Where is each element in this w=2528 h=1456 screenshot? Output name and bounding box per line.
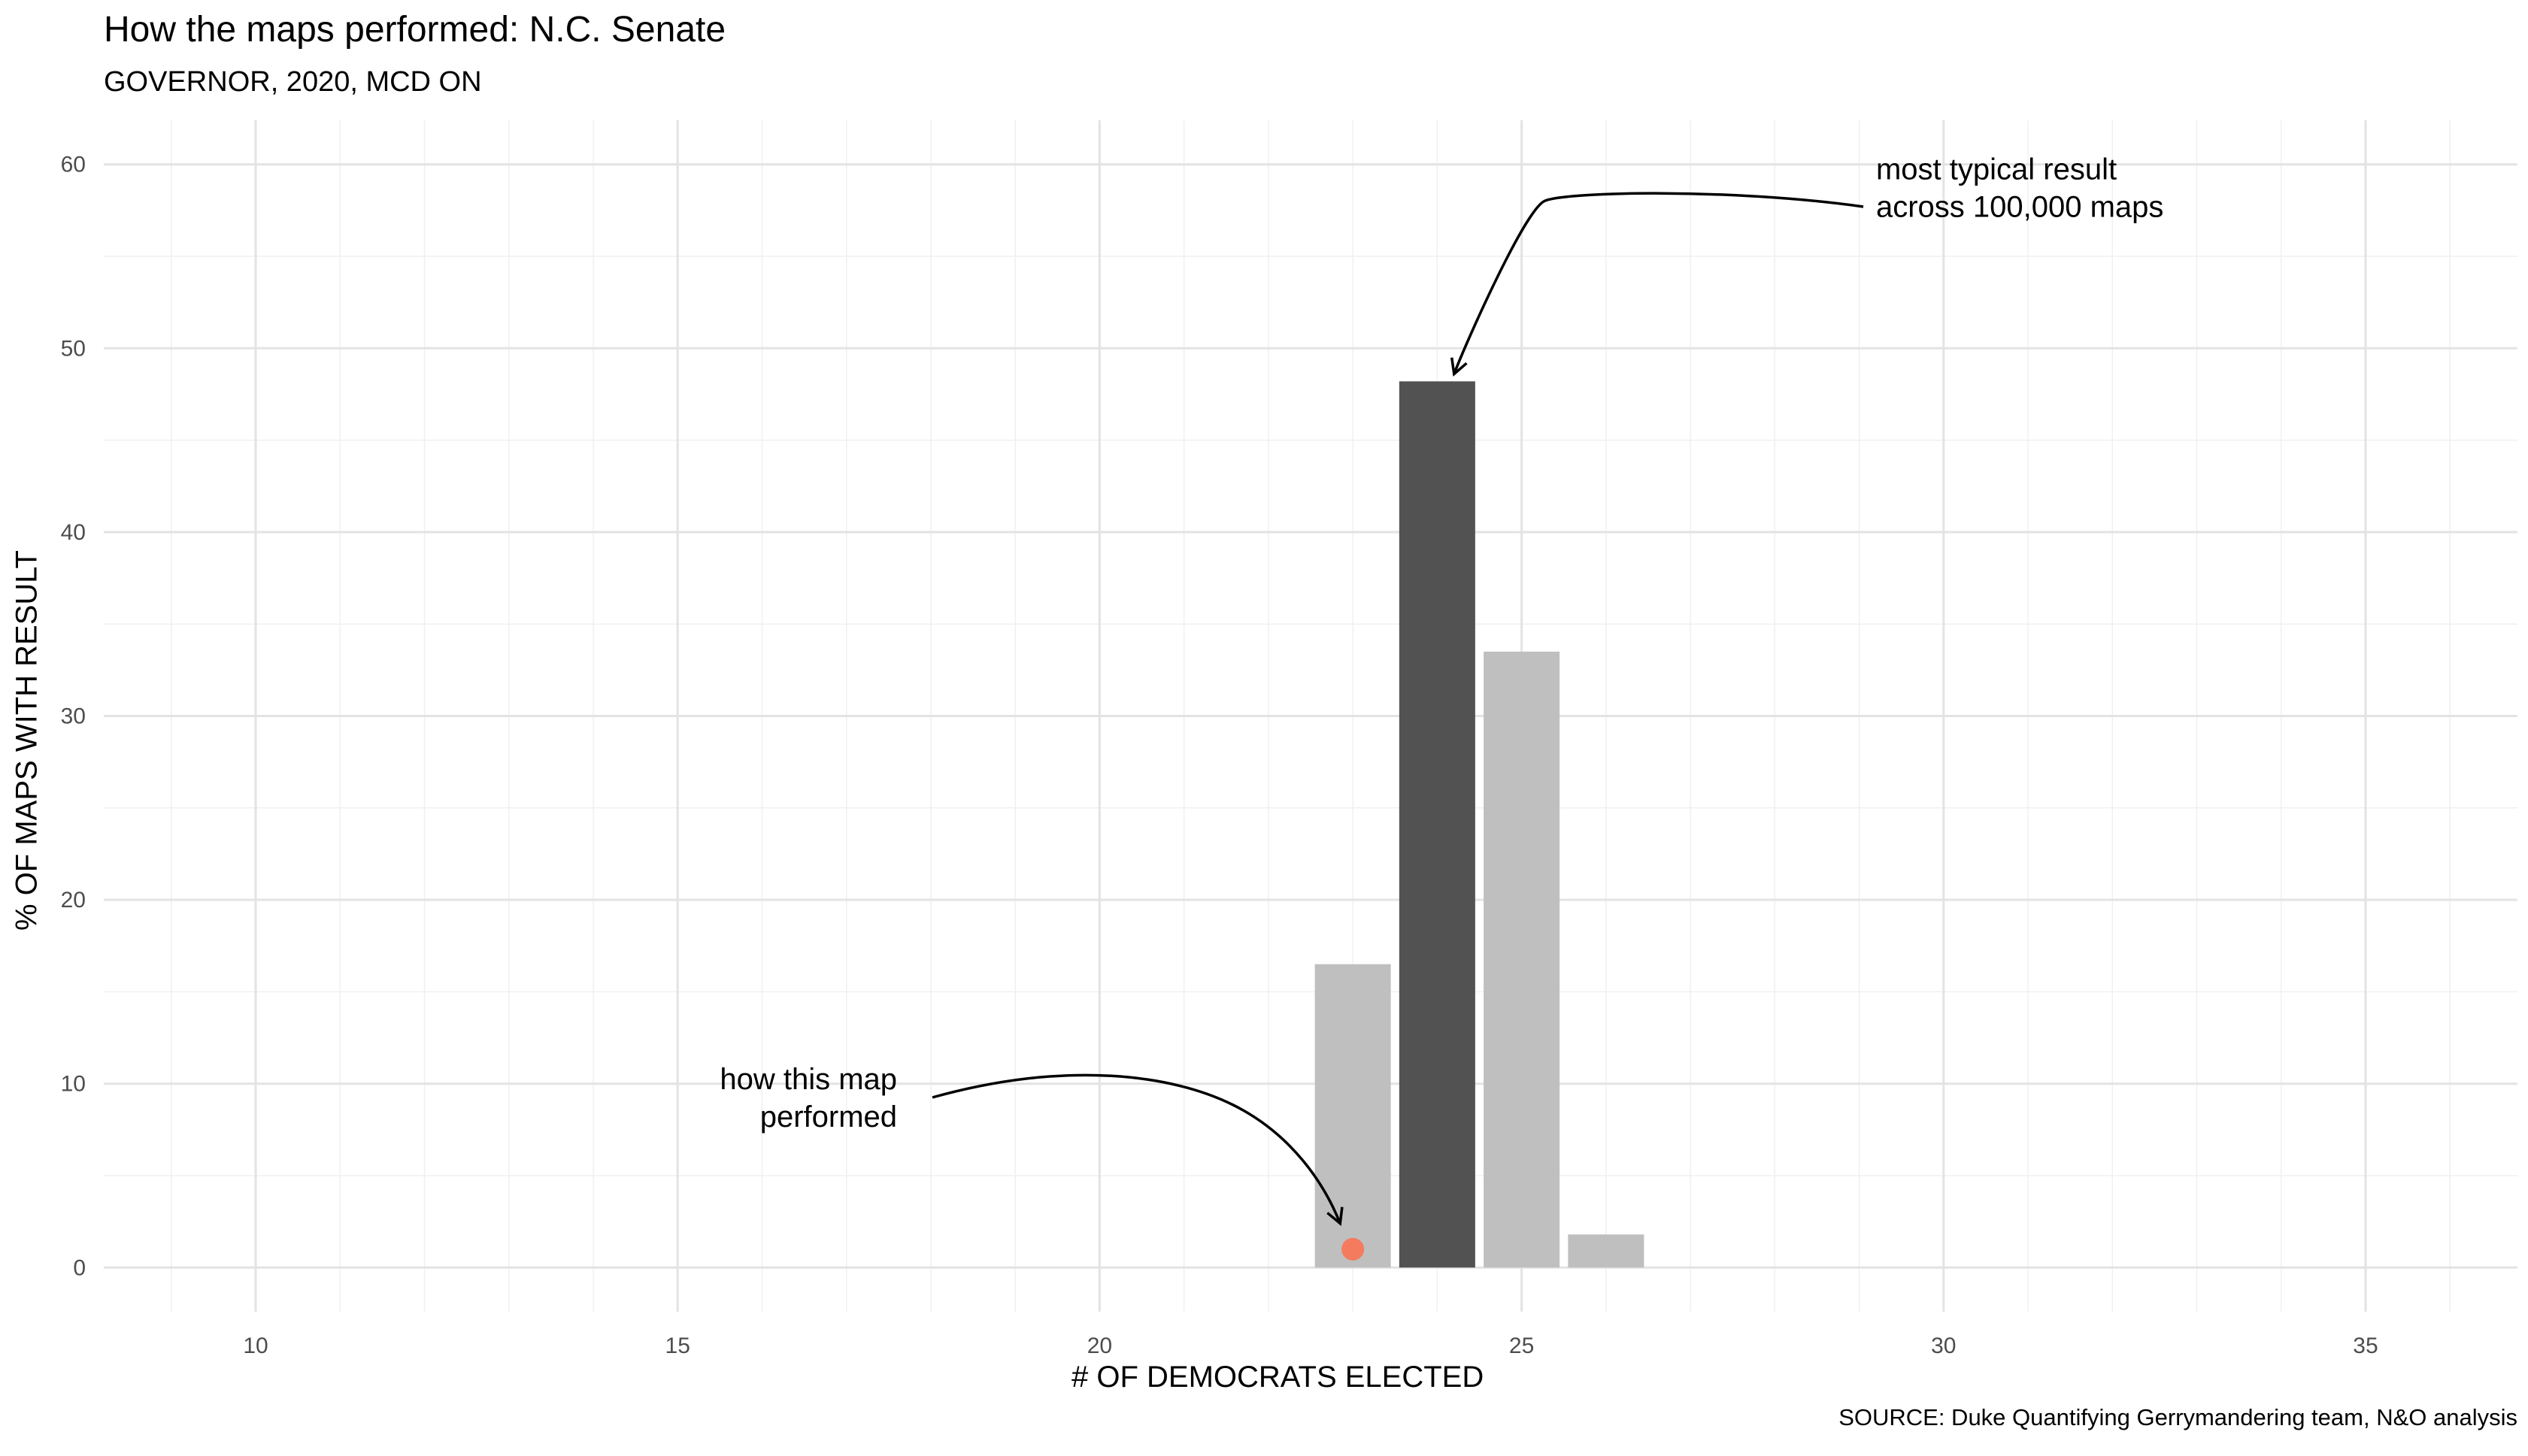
this-map-arrow-head <box>1326 1206 1344 1226</box>
x-tick-label: 35 <box>2353 1333 2378 1358</box>
y-tick-label: 0 <box>73 1255 86 1280</box>
annotation-text: how this map performed <box>720 1063 897 1134</box>
y-tick-label: 40 <box>61 520 86 545</box>
x-tick-label: 15 <box>665 1333 690 1358</box>
typical-result-arrow-head <box>1450 357 1468 377</box>
x-tick-label: 25 <box>1509 1333 1534 1358</box>
x-tick-label: 20 <box>1087 1333 1112 1358</box>
annotation-text: most typical result across 100,000 maps <box>1876 153 2163 223</box>
this-map-point <box>1341 1237 1365 1261</box>
histogram-bar <box>1568 1234 1644 1268</box>
histogram-bar <box>1314 964 1391 1268</box>
x-tick-label: 10 <box>243 1333 268 1358</box>
x-axis-label: # OF DEMOCRATS ELECTED <box>1072 1361 1484 1394</box>
chart-subtitle: GOVERNOR, 2020, MCD ON <box>104 66 482 98</box>
histogram-bar <box>1484 651 1560 1268</box>
histogram-bar <box>1399 381 1475 1268</box>
y-tick-label: 10 <box>61 1072 86 1097</box>
y-tick-label: 30 <box>61 704 86 729</box>
y-tick-label: 50 <box>61 336 86 361</box>
y-tick-label: 20 <box>61 888 86 913</box>
source-caption: SOURCE: Duke Quantifying Gerrymandering … <box>1838 1404 2517 1430</box>
y-axis-label: % OF MAPS WITH RESULT <box>10 550 44 931</box>
annotation-line: across 100,000 maps <box>1876 190 2163 223</box>
annotation-line: how this map <box>720 1063 897 1096</box>
this-map-arrow <box>932 1073 1341 1224</box>
x-tick-label: 30 <box>1931 1333 1956 1358</box>
typical-result-arrow <box>1453 192 1864 375</box>
annotation-line: performed <box>760 1100 897 1134</box>
annotation-line: most typical result <box>1876 153 2117 186</box>
chart-title: How the maps performed: N.C. Senate <box>104 10 726 50</box>
y-tick-label: 60 <box>61 153 86 177</box>
